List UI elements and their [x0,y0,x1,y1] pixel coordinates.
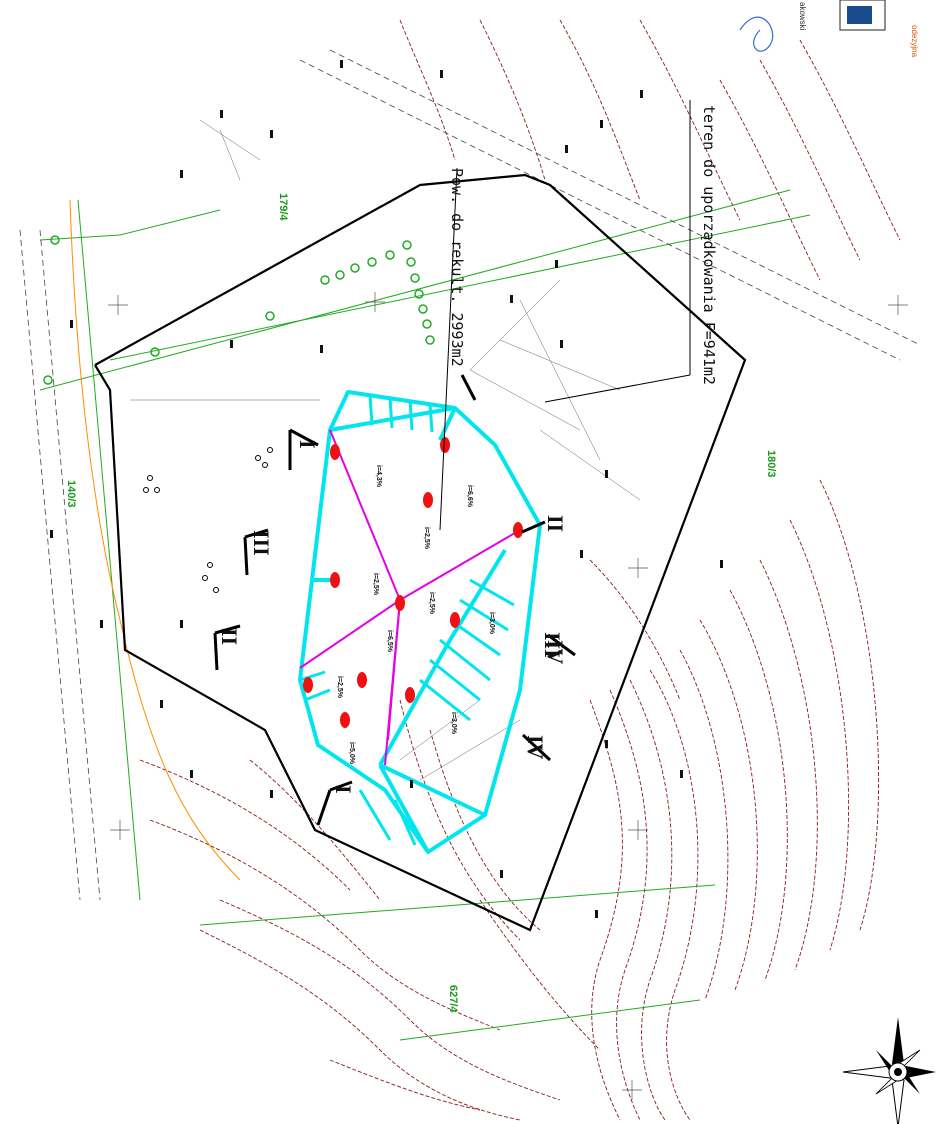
parcel-label: 180/3 [765,450,777,478]
reclamation-hatching [299,394,515,846]
slope-label: i=2,5% [336,676,343,699]
section-markers [213,374,576,826]
slope-label: i=6,5% [386,630,393,653]
section-label: IV [523,735,548,760]
site-boundary [94,173,747,932]
drainage-lines [299,429,521,766]
slope-label: i=5,0% [348,742,355,765]
corner-text: akowski [798,2,807,31]
slope-label: i=2,5% [428,592,435,615]
slope-label: i=3,0% [450,712,457,735]
section-label: IV [543,640,568,665]
survey-lines [130,119,641,781]
section-label: II [217,628,242,645]
parcel-label: 179/4 [277,193,289,221]
annotation-reclamation-area: Pow. do rekult. 2993m2 [448,168,466,367]
section-label: III [540,632,565,658]
section-label: I [331,785,356,794]
parcel-label: 627/4 [447,985,459,1013]
compass-rose-icon [842,1017,936,1124]
title-block-fragment: odezyjna akowski [739,0,919,58]
section-label: II [543,515,568,532]
parcel-label: 140/3 [65,480,77,508]
road-axis [69,199,241,881]
slope-label: i=4,3% [375,465,382,488]
slope-label: i=2,5% [423,527,430,550]
annotation-ordering-area: teren do uporządkowania F=941m2 [700,105,718,385]
point-circles [143,447,273,593]
corner-text: odezyjna [910,25,919,58]
reclamation-area [298,390,542,854]
elevation-markers [50,60,723,918]
section-label: I [295,440,320,449]
slope-label: i=2,5% [372,573,379,596]
parcel-lines [39,189,811,1041]
tree-symbols [43,235,435,385]
wells [303,437,523,728]
leader-lines [439,100,691,531]
grid-crosses [108,292,908,1100]
slope-label: i=3,0% [488,612,495,635]
section-label: III [249,530,274,556]
contour-lines [139,19,901,1121]
road-edges [19,49,921,901]
slope-label: i=6,6% [466,485,473,508]
